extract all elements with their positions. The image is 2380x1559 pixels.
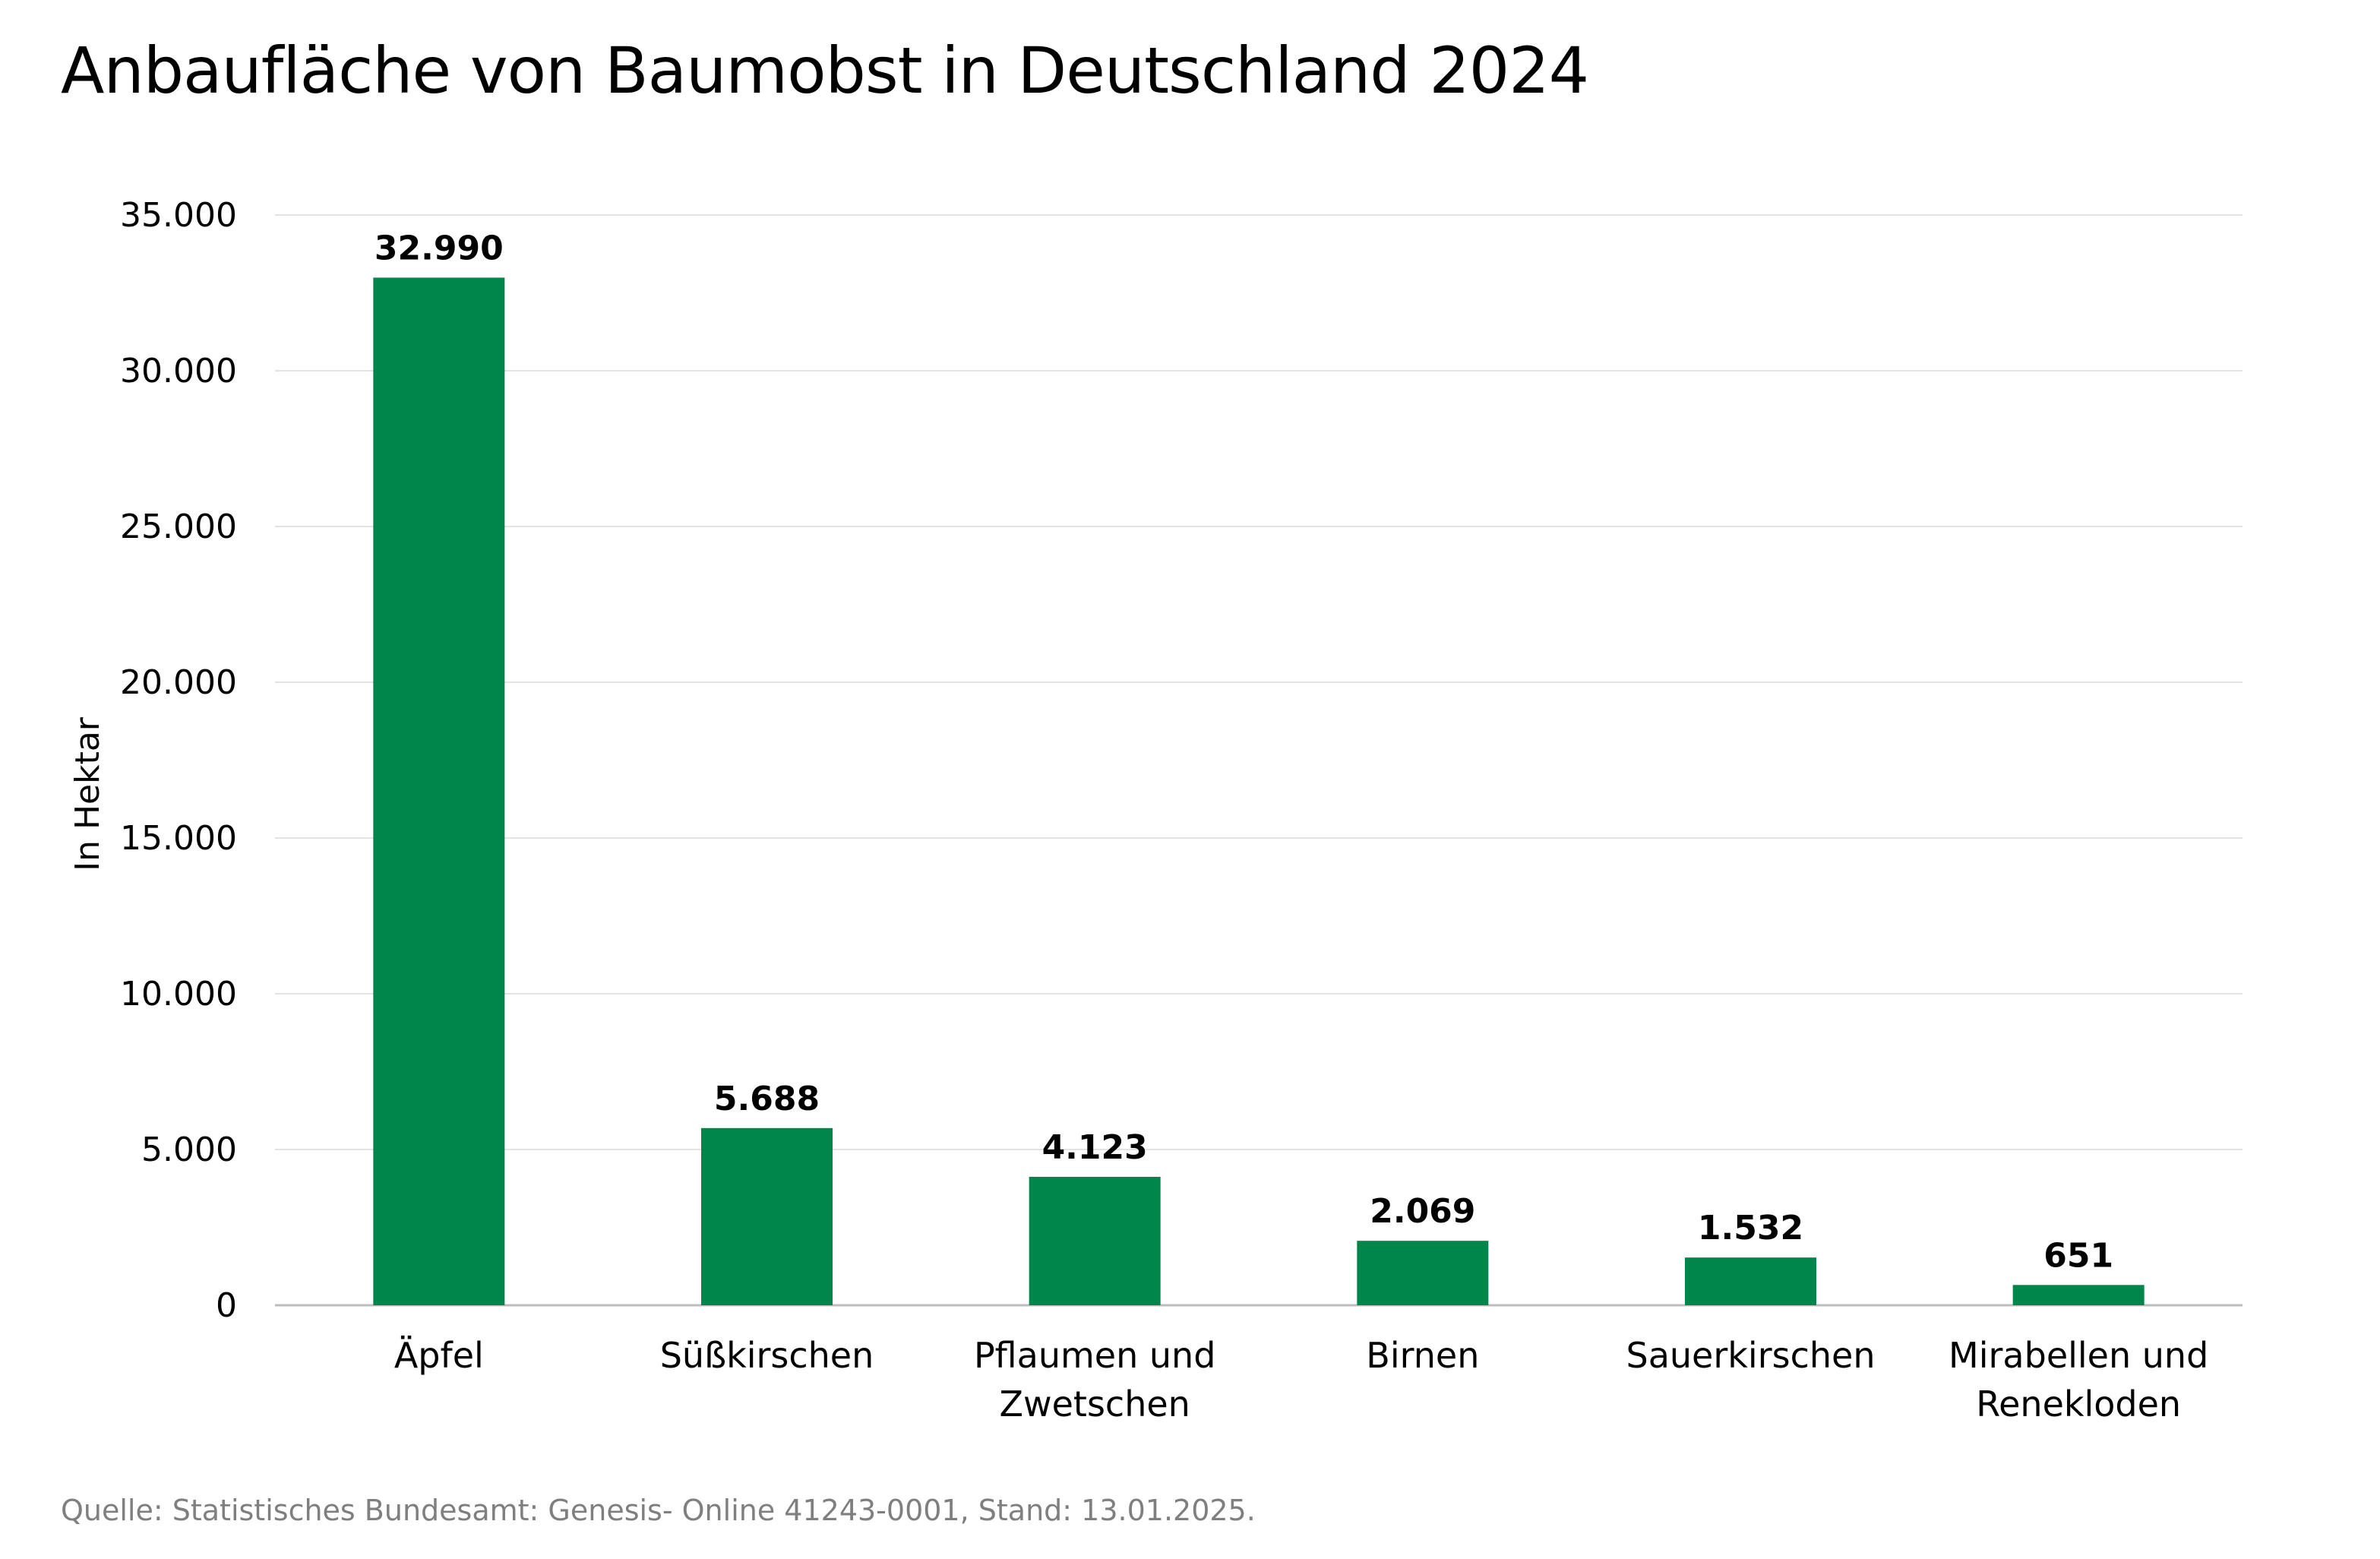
bar bbox=[1685, 1257, 1816, 1305]
x-category-label: Birnen bbox=[1366, 1335, 1479, 1376]
data-label: 32.990 bbox=[375, 229, 504, 267]
data-label: 2.069 bbox=[1370, 1192, 1475, 1231]
y-axis-title: In Hektar bbox=[68, 716, 107, 871]
y-tick-label: 15.000 bbox=[120, 819, 237, 858]
y-tick-label: 0 bbox=[216, 1286, 237, 1325]
x-category-label: Süßkirschen bbox=[660, 1335, 874, 1376]
bar bbox=[1029, 1176, 1161, 1305]
x-category-label: Renekloden bbox=[1976, 1383, 2181, 1425]
y-tick-label: 10.000 bbox=[120, 975, 237, 1014]
x-category-label: Pflaumen und bbox=[974, 1335, 1215, 1376]
y-tick-label: 30.000 bbox=[120, 352, 237, 391]
bar bbox=[701, 1127, 833, 1305]
data-label: 4.123 bbox=[1042, 1128, 1148, 1167]
data-label: 1.532 bbox=[1698, 1209, 1803, 1248]
x-category-label: Äpfel bbox=[394, 1335, 484, 1376]
x-category-label: Mirabellen und bbox=[1949, 1335, 2208, 1376]
x-category-label: Zwetschen bbox=[999, 1383, 1190, 1425]
data-label: 5.688 bbox=[714, 1080, 820, 1118]
chart-title: Anbaufläche von Baumobst in Deutschland … bbox=[61, 33, 1589, 108]
y-tick-label: 20.000 bbox=[120, 663, 237, 702]
bar bbox=[373, 277, 505, 1305]
data-label: 651 bbox=[2043, 1236, 2113, 1275]
y-tick-label: 5.000 bbox=[141, 1131, 237, 1169]
x-category-label: Sauerkirschen bbox=[1626, 1335, 1876, 1376]
bar bbox=[2012, 1285, 2145, 1305]
source-note: Quelle: Statistisches Bundesamt: Genesis… bbox=[61, 1494, 1256, 1527]
y-tick-label: 25.000 bbox=[120, 508, 237, 546]
y-tick-label: 35.000 bbox=[120, 196, 237, 235]
bar bbox=[1357, 1241, 1489, 1305]
